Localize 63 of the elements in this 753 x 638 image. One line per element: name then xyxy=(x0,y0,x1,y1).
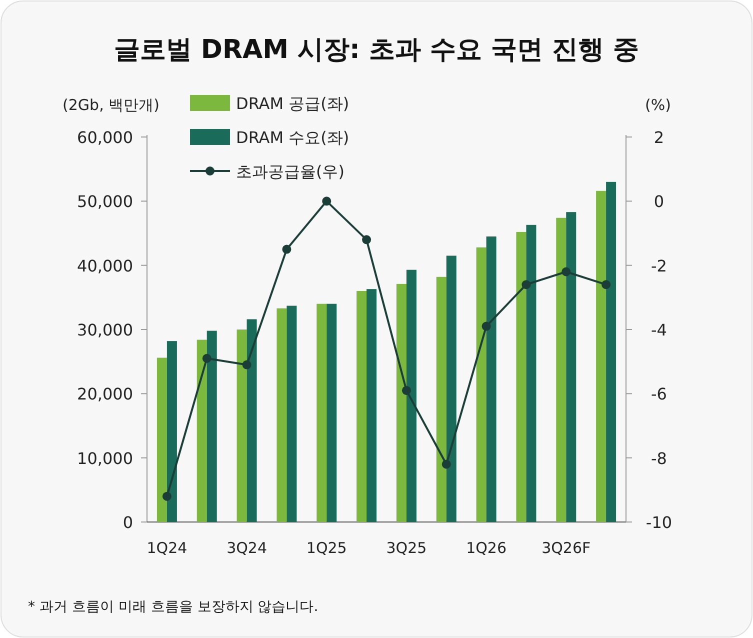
y-tick-label: 60,000 xyxy=(77,128,133,147)
bar xyxy=(206,330,217,522)
point xyxy=(522,280,531,290)
point xyxy=(282,244,292,254)
bar xyxy=(476,247,486,522)
bar xyxy=(316,304,327,522)
bar xyxy=(436,276,446,522)
y-tick-label: 0 xyxy=(122,513,133,532)
bar xyxy=(396,284,406,522)
bar xyxy=(566,212,576,522)
chart-title: 글로벌 DRAM 시장: 초과 수요 국면 진행 중 xyxy=(114,35,640,65)
y-tick-label: 10,000 xyxy=(77,448,133,468)
y2-tick-label: -10 xyxy=(646,513,672,532)
x-tick-label: 1Q25 xyxy=(306,539,347,557)
y2-tick-label: 2 xyxy=(654,128,664,147)
y-tick-label: 20,000 xyxy=(77,384,133,404)
bar xyxy=(246,319,257,522)
y2-tick-label: 0 xyxy=(654,192,664,212)
y-tick-label: 30,000 xyxy=(77,320,133,340)
bar xyxy=(196,340,207,522)
bar xyxy=(286,306,297,522)
x-tick-label: 1Q26 xyxy=(466,539,507,557)
point xyxy=(482,322,491,331)
x-tick-label: 3Q25 xyxy=(386,539,427,557)
bar xyxy=(606,182,616,522)
x-tick-label: 3Q24 xyxy=(226,539,268,557)
bar xyxy=(326,304,337,522)
point xyxy=(402,386,411,395)
point xyxy=(322,196,332,206)
y2-tick-label: -6 xyxy=(651,384,667,404)
point xyxy=(562,267,571,276)
legend-label: 초과공급율(우) xyxy=(236,162,344,181)
point xyxy=(602,280,611,290)
bar xyxy=(166,341,177,522)
y-tick-label: 50,000 xyxy=(77,192,133,212)
x-tick-label: 1Q24 xyxy=(146,539,188,557)
bar xyxy=(526,224,536,522)
bar xyxy=(486,236,496,522)
legend-label: DRAM 수요(좌) xyxy=(236,128,350,147)
point xyxy=(362,235,372,244)
bar xyxy=(276,308,287,522)
x-tick-label: 3Q26F xyxy=(542,539,591,557)
y-tick-label: 40,000 xyxy=(77,256,133,276)
text: * 과거 흐름이 미래 흐름을 보장하지 않습니다. xyxy=(28,599,318,615)
point xyxy=(442,460,451,469)
bar xyxy=(446,256,456,522)
y2-tick-label: -4 xyxy=(651,320,667,340)
bar xyxy=(516,232,526,522)
y2-axis-title: (%) xyxy=(645,96,671,114)
legend-label: DRAM 공급(좌) xyxy=(236,94,350,113)
bar xyxy=(406,270,416,522)
y2-tick-label: -8 xyxy=(651,448,667,468)
bar xyxy=(596,190,606,522)
point xyxy=(242,360,252,370)
bar xyxy=(556,218,566,522)
bar xyxy=(236,330,247,522)
bar xyxy=(156,358,167,522)
point xyxy=(202,354,212,363)
bar xyxy=(356,291,367,522)
y2-tick-label: -2 xyxy=(651,256,667,276)
y-axis-title: (2Gb, 백만개) xyxy=(62,96,160,114)
point xyxy=(162,492,172,501)
bar xyxy=(366,289,377,522)
